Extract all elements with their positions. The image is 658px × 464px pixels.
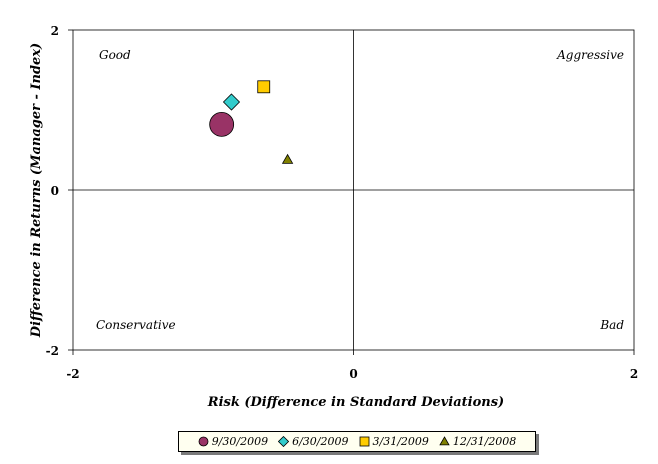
legend-triangle-marker	[439, 436, 450, 446]
x-tick-label: 0	[349, 367, 357, 381]
legend: 9/30/2009 6/30/2009 3/31/2009 12/31/2008	[178, 431, 536, 452]
x-axis-title: Risk (Difference in Standard Deviations)	[207, 395, 504, 410]
y-tick-label: 0	[51, 184, 59, 198]
data-point-triangle-marker	[281, 153, 294, 164]
legend-label: 3/31/2009	[372, 435, 429, 448]
y-axis-title: Difference in Returns (Manager - Index)	[29, 43, 44, 338]
x-tick-label: 2	[630, 367, 638, 381]
x-tick-label: -2	[66, 367, 79, 381]
legend-item: 12/31/2008	[439, 435, 516, 448]
legend-circle-marker	[198, 436, 209, 447]
quadrant-label-bad: Bad	[599, 318, 624, 332]
legend-swatch	[439, 436, 450, 446]
data-point-square-marker	[257, 80, 271, 94]
quadrant-label-conservative: Conservative	[96, 318, 176, 332]
data-point-diamond-marker	[222, 93, 241, 111]
legend-item: 3/31/2009	[359, 435, 429, 448]
legend-label: 6/30/2009	[292, 435, 349, 448]
legend-square-marker	[359, 436, 369, 447]
legend-item: 6/30/2009	[278, 435, 349, 448]
quadrant-label-good: Good	[99, 48, 131, 62]
legend-item: 9/30/2009	[198, 435, 268, 448]
y-tick-label: -2	[46, 344, 59, 358]
legend-label: 12/31/2008	[452, 435, 517, 448]
legend-label: 9/30/2009	[211, 435, 269, 448]
legend-diamond-marker	[278, 436, 290, 447]
y-tick-label: 2	[51, 24, 59, 38]
quadrant-label-aggressive: Aggressive	[556, 48, 624, 62]
legend-swatch	[198, 436, 209, 447]
legend-swatch	[359, 436, 369, 447]
legend-swatch	[278, 436, 290, 447]
data-point-circle-marker	[209, 112, 235, 137]
